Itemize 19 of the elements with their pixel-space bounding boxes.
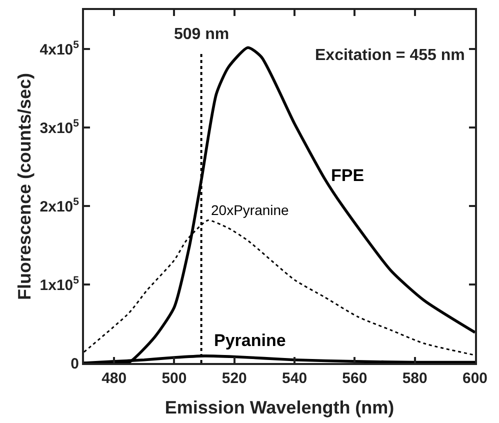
x-tick-label: 600	[462, 370, 488, 387]
y-axis-title: Fluorescence (counts/sec)	[14, 72, 34, 300]
series-label: Pyranine	[214, 331, 286, 350]
series-label: 20xPyranine	[211, 202, 290, 218]
y-tick-label: 2x10$^{5}$	[40, 196, 80, 216]
x-tick-label: 540	[282, 370, 308, 387]
x-tick-label: 480	[102, 370, 127, 387]
y-tick-label: 4x10$^{5}$	[40, 39, 80, 58]
series-label: FPE	[331, 166, 364, 185]
annotation: Excitation = 455 nm	[315, 47, 465, 64]
ref-line-label: 509 nm	[174, 26, 230, 43]
x-tick-label: 520	[222, 370, 247, 387]
y-tick-label: 3x10$^{5}$	[40, 118, 80, 137]
x-tick-label: 500	[162, 370, 187, 387]
x-tick-label: 580	[402, 370, 428, 387]
y-tick-label: 1x10$^{5}$	[40, 274, 80, 294]
x-tick-label: 560	[342, 370, 368, 387]
y-tick-label: 0	[70, 355, 79, 372]
x-axis-title: Emission Wavelength (nm)	[164, 398, 394, 418]
